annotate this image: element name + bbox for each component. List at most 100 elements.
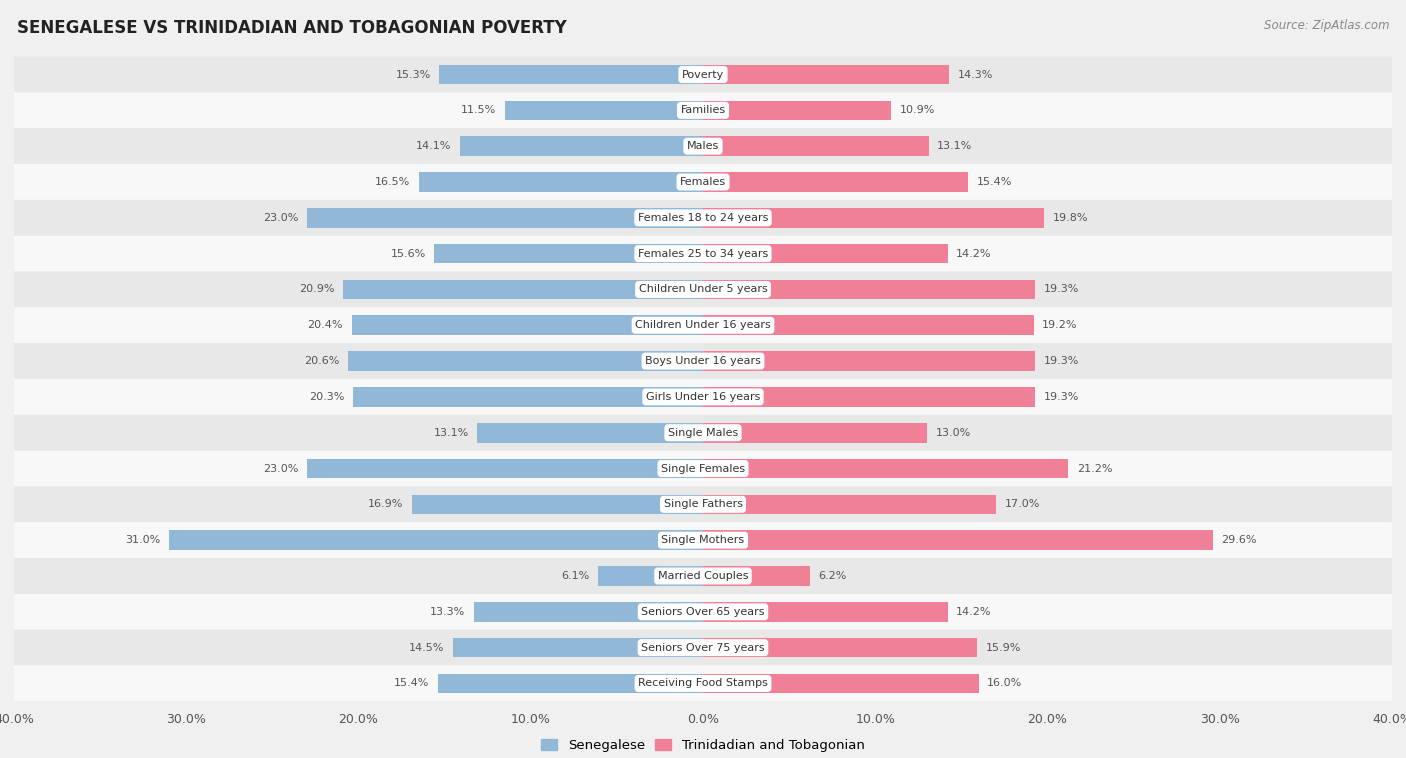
Text: 15.3%: 15.3%: [395, 70, 430, 80]
Bar: [349, 351, 703, 371]
FancyBboxPatch shape: [14, 666, 1392, 701]
Text: Seniors Over 75 years: Seniors Over 75 years: [641, 643, 765, 653]
Text: Single Fathers: Single Fathers: [664, 500, 742, 509]
Bar: [703, 280, 1035, 299]
Text: 19.8%: 19.8%: [1053, 213, 1088, 223]
Text: 19.2%: 19.2%: [1042, 321, 1078, 330]
FancyBboxPatch shape: [14, 487, 1392, 522]
Bar: [352, 315, 703, 335]
Bar: [703, 387, 1035, 407]
Bar: [440, 64, 703, 84]
FancyBboxPatch shape: [14, 271, 1392, 307]
Bar: [412, 494, 703, 514]
FancyBboxPatch shape: [14, 92, 1392, 128]
Text: Single Mothers: Single Mothers: [661, 535, 745, 545]
Bar: [307, 208, 703, 227]
Text: Seniors Over 65 years: Seniors Over 65 years: [641, 607, 765, 617]
FancyBboxPatch shape: [14, 379, 1392, 415]
Bar: [505, 101, 703, 121]
Text: Single Males: Single Males: [668, 428, 738, 437]
Bar: [419, 172, 703, 192]
Text: Poverty: Poverty: [682, 70, 724, 80]
Bar: [353, 387, 703, 407]
Text: Boys Under 16 years: Boys Under 16 years: [645, 356, 761, 366]
FancyBboxPatch shape: [14, 57, 1392, 92]
FancyBboxPatch shape: [14, 594, 1392, 630]
Text: Females 18 to 24 years: Females 18 to 24 years: [638, 213, 768, 223]
Text: Receiving Food Stamps: Receiving Food Stamps: [638, 678, 768, 688]
Text: Single Females: Single Females: [661, 464, 745, 474]
Legend: Senegalese, Trinidadian and Tobagonian: Senegalese, Trinidadian and Tobagonian: [536, 734, 870, 757]
Bar: [703, 423, 927, 443]
Text: 19.3%: 19.3%: [1045, 392, 1080, 402]
Text: Children Under 16 years: Children Under 16 years: [636, 321, 770, 330]
Bar: [703, 674, 979, 694]
Bar: [703, 566, 810, 586]
Bar: [453, 637, 703, 657]
Bar: [703, 101, 891, 121]
Bar: [703, 172, 969, 192]
Text: Females 25 to 34 years: Females 25 to 34 years: [638, 249, 768, 258]
Text: 19.3%: 19.3%: [1045, 356, 1080, 366]
Text: 6.1%: 6.1%: [561, 571, 589, 581]
Text: Source: ZipAtlas.com: Source: ZipAtlas.com: [1264, 19, 1389, 32]
Text: 15.9%: 15.9%: [986, 643, 1021, 653]
FancyBboxPatch shape: [14, 307, 1392, 343]
Text: Females: Females: [681, 177, 725, 187]
Text: 14.1%: 14.1%: [416, 141, 451, 151]
Text: 29.6%: 29.6%: [1222, 535, 1257, 545]
Text: 13.0%: 13.0%: [935, 428, 970, 437]
Text: 14.2%: 14.2%: [956, 607, 991, 617]
Bar: [169, 531, 703, 550]
Text: 23.0%: 23.0%: [263, 213, 298, 223]
Text: 15.4%: 15.4%: [977, 177, 1012, 187]
Bar: [474, 602, 703, 622]
Text: SENEGALESE VS TRINIDADIAN AND TOBAGONIAN POVERTY: SENEGALESE VS TRINIDADIAN AND TOBAGONIAN…: [17, 19, 567, 37]
Text: 20.9%: 20.9%: [299, 284, 335, 294]
Bar: [703, 136, 928, 156]
Text: Males: Males: [688, 141, 718, 151]
Bar: [434, 244, 703, 264]
Bar: [703, 351, 1035, 371]
Text: 23.0%: 23.0%: [263, 464, 298, 474]
Text: 17.0%: 17.0%: [1004, 500, 1040, 509]
Text: 14.5%: 14.5%: [409, 643, 444, 653]
Bar: [343, 280, 703, 299]
Bar: [703, 459, 1069, 478]
Text: Families: Families: [681, 105, 725, 115]
Bar: [307, 459, 703, 478]
Text: 19.3%: 19.3%: [1045, 284, 1080, 294]
Text: 15.6%: 15.6%: [391, 249, 426, 258]
Text: 16.9%: 16.9%: [368, 500, 404, 509]
Text: 13.1%: 13.1%: [433, 428, 468, 437]
FancyBboxPatch shape: [14, 630, 1392, 666]
FancyBboxPatch shape: [14, 558, 1392, 594]
Text: 13.1%: 13.1%: [938, 141, 973, 151]
Bar: [703, 315, 1033, 335]
Text: 31.0%: 31.0%: [125, 535, 160, 545]
Text: 20.6%: 20.6%: [304, 356, 340, 366]
FancyBboxPatch shape: [14, 236, 1392, 271]
Text: 10.9%: 10.9%: [900, 105, 935, 115]
Bar: [703, 637, 977, 657]
FancyBboxPatch shape: [14, 415, 1392, 451]
Text: 15.4%: 15.4%: [394, 678, 429, 688]
Text: 20.3%: 20.3%: [309, 392, 344, 402]
Text: 11.5%: 11.5%: [461, 105, 496, 115]
Bar: [703, 244, 948, 264]
FancyBboxPatch shape: [14, 164, 1392, 200]
Text: 6.2%: 6.2%: [818, 571, 846, 581]
Bar: [460, 136, 703, 156]
Bar: [703, 602, 948, 622]
Text: Children Under 5 years: Children Under 5 years: [638, 284, 768, 294]
FancyBboxPatch shape: [14, 451, 1392, 487]
Text: 14.2%: 14.2%: [956, 249, 991, 258]
Text: 16.5%: 16.5%: [375, 177, 411, 187]
Text: 13.3%: 13.3%: [430, 607, 465, 617]
Text: 14.3%: 14.3%: [957, 70, 993, 80]
Text: 16.0%: 16.0%: [987, 678, 1022, 688]
FancyBboxPatch shape: [14, 522, 1392, 558]
Bar: [598, 566, 703, 586]
Text: 21.2%: 21.2%: [1077, 464, 1112, 474]
Bar: [703, 494, 995, 514]
